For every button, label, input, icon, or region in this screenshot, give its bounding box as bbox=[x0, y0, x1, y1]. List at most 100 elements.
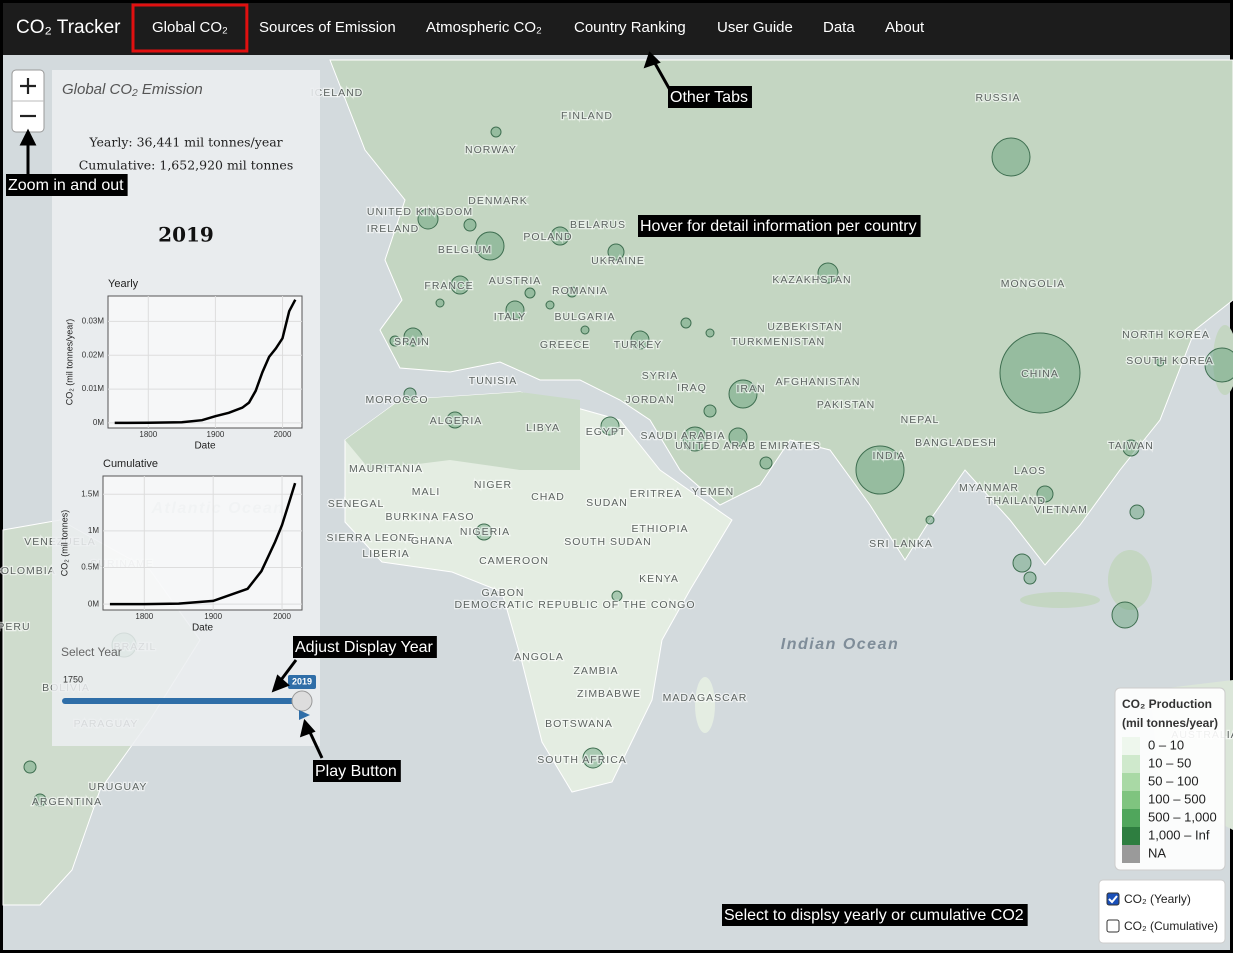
country-bubble[interactable] bbox=[582, 747, 604, 769]
country-bubble[interactable] bbox=[682, 426, 708, 452]
tab-highlight bbox=[131, 3, 249, 53]
country-bubble[interactable] bbox=[1023, 571, 1037, 585]
country-bubble[interactable] bbox=[728, 379, 758, 409]
slider-handle[interactable] bbox=[291, 690, 313, 712]
country-label: MAURITANIA bbox=[349, 463, 423, 475]
country-bubble[interactable] bbox=[550, 226, 570, 246]
nav-tab[interactable]: Sources of Emission bbox=[259, 19, 396, 36]
country-label: ROMANIA bbox=[552, 285, 608, 297]
country-bubble[interactable] bbox=[999, 332, 1081, 414]
country-bubble[interactable] bbox=[611, 590, 623, 602]
annotation-box bbox=[638, 215, 921, 237]
country-bubble[interactable] bbox=[545, 300, 555, 310]
country-bubble[interactable] bbox=[389, 335, 401, 347]
layer-checkbox[interactable] bbox=[1106, 892, 1120, 906]
country-bubble[interactable] bbox=[435, 298, 445, 308]
country-bubble[interactable] bbox=[855, 445, 905, 495]
slider-badge bbox=[288, 675, 316, 689]
annotation-box bbox=[293, 636, 437, 658]
x-tick-label: 2000 bbox=[274, 430, 292, 439]
country-bubble[interactable] bbox=[1129, 504, 1145, 520]
country-bubble[interactable] bbox=[759, 456, 773, 470]
country-bubble[interactable] bbox=[1012, 553, 1032, 573]
display-year: 2019 bbox=[158, 223, 214, 247]
annotation: Select to displsy yearly or cumulative C… bbox=[722, 904, 1028, 926]
panel-content: Global CO₂ Emission Yearly: 36,441 mil t… bbox=[61, 81, 293, 659]
layer-label[interactable]: CO₂ (Yearly) bbox=[1124, 892, 1191, 906]
country-bubble[interactable] bbox=[417, 208, 439, 230]
cumulative-total: Cumulative: 1,652,920 mil tonnes bbox=[79, 158, 294, 173]
country-bubble[interactable] bbox=[1111, 601, 1139, 629]
nav-tab[interactable]: About bbox=[885, 19, 925, 36]
country-label: ZAMBIA bbox=[573, 665, 618, 677]
nav-tab[interactable]: Country Ranking bbox=[574, 19, 686, 36]
country-label: GREECE bbox=[540, 339, 590, 351]
country-bubble[interactable] bbox=[1204, 347, 1233, 383]
country-bubble[interactable] bbox=[680, 317, 692, 329]
arrow-head bbox=[643, 51, 661, 69]
legend-subtitle: (mil tonnes/year) bbox=[1122, 716, 1218, 730]
country-bubble[interactable] bbox=[475, 231, 505, 261]
country-bubble[interactable] bbox=[23, 760, 37, 774]
legend: CO₂ Production (mil tonnes/year) 0 – 10 10 … bbox=[1122, 697, 1218, 863]
country-bubble[interactable] bbox=[1122, 439, 1140, 457]
country-bubble[interactable] bbox=[475, 523, 493, 541]
ocean-label: Indian Ocean bbox=[781, 636, 899, 653]
country-bubble[interactable] bbox=[490, 126, 502, 138]
country-bubble[interactable] bbox=[991, 137, 1031, 177]
country-bubble[interactable] bbox=[524, 287, 536, 299]
country-bubble[interactable] bbox=[450, 275, 470, 295]
country-bubble[interactable] bbox=[403, 327, 423, 347]
legend-label: 0 – 10 bbox=[1148, 737, 1184, 752]
country-bubble[interactable] bbox=[505, 300, 525, 320]
country-bubble[interactable] bbox=[403, 387, 417, 401]
y-tick-label: 0.03M bbox=[82, 316, 105, 325]
legend-label: 50 – 100 bbox=[1148, 773, 1199, 788]
arrow-head bbox=[19, 128, 37, 146]
annotation-text: Adjust Display Year bbox=[295, 639, 434, 656]
year-slider[interactable]: 1750 2019 bbox=[62, 674, 316, 720]
country-bubble[interactable] bbox=[728, 427, 748, 447]
country-bubble[interactable] bbox=[607, 243, 625, 261]
country-label: LAOS bbox=[1014, 465, 1046, 477]
nav-tab[interactable]: Data bbox=[823, 19, 855, 36]
annotation: Other Tabs bbox=[668, 86, 752, 108]
country-bubble[interactable] bbox=[817, 262, 839, 284]
country-bubble[interactable] bbox=[703, 404, 717, 418]
y-tick-label: 0M bbox=[88, 599, 99, 608]
nav-tab[interactable]: Global CO₂ bbox=[152, 19, 228, 36]
country-bubble[interactable] bbox=[566, 286, 578, 298]
panel-title: Global CO₂ Emission bbox=[62, 81, 203, 98]
nav-tab[interactable]: Atmospheric CO₂ bbox=[426, 19, 542, 36]
x-tick-label: 2000 bbox=[273, 612, 291, 621]
line-series bbox=[109, 482, 297, 606]
annotation: Play Button bbox=[313, 760, 401, 782]
country-bubble[interactable] bbox=[33, 793, 47, 807]
country-bubble[interactable] bbox=[925, 515, 935, 525]
legend-swatch bbox=[1122, 737, 1140, 755]
country-bubble[interactable] bbox=[463, 218, 477, 232]
country-label: BOTSWANA bbox=[545, 718, 613, 730]
country-bubble[interactable] bbox=[1155, 357, 1165, 367]
country-label: DEMOCRATIC REPUBLIC OF THE CONGO bbox=[454, 599, 695, 611]
country-bubble[interactable] bbox=[446, 411, 464, 429]
country-bubble[interactable] bbox=[580, 325, 590, 335]
country-bubble[interactable] bbox=[600, 416, 620, 436]
play-button[interactable] bbox=[299, 710, 310, 720]
country-label: GHANA bbox=[411, 535, 453, 547]
country-bubble[interactable] bbox=[705, 328, 715, 338]
country-bubble[interactable] bbox=[1036, 485, 1054, 503]
checkmark bbox=[1108, 895, 1118, 904]
legend-label: 1,000 – Inf bbox=[1148, 827, 1210, 842]
zoom-in[interactable] bbox=[20, 78, 36, 94]
country-label: SRI LANKA bbox=[869, 538, 933, 550]
country-label: MOROCCO bbox=[366, 394, 429, 406]
layer-label[interactable]: CO₂ (Cumulative) bbox=[1124, 919, 1218, 933]
layer-checkbox[interactable] bbox=[1106, 919, 1120, 933]
y-tick-label: 0M bbox=[93, 418, 104, 427]
nav-tab[interactable]: User Guide bbox=[717, 19, 793, 36]
x-axis-title: Date bbox=[194, 441, 216, 452]
country-bubble[interactable] bbox=[630, 330, 650, 350]
country-label: KENYA bbox=[639, 573, 679, 585]
